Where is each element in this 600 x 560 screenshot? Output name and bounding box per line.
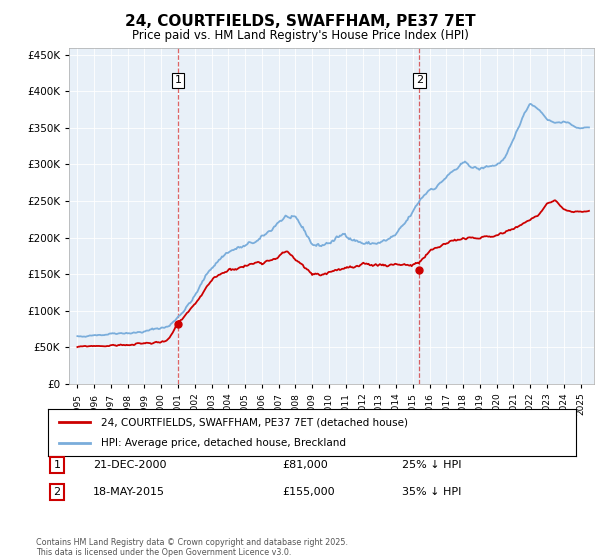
Text: 1: 1 [53, 460, 61, 470]
Text: 24, COURTFIELDS, SWAFFHAM, PE37 7ET (detached house): 24, COURTFIELDS, SWAFFHAM, PE37 7ET (det… [101, 417, 408, 427]
Text: 2: 2 [416, 76, 423, 86]
Text: 1: 1 [175, 76, 182, 86]
Text: £81,000: £81,000 [282, 460, 328, 470]
Text: 2: 2 [53, 487, 61, 497]
Text: Price paid vs. HM Land Registry's House Price Index (HPI): Price paid vs. HM Land Registry's House … [131, 29, 469, 42]
Text: 35% ↓ HPI: 35% ↓ HPI [402, 487, 461, 497]
Text: £155,000: £155,000 [282, 487, 335, 497]
Text: 18-MAY-2015: 18-MAY-2015 [93, 487, 165, 497]
Text: 21-DEC-2000: 21-DEC-2000 [93, 460, 167, 470]
Text: 24, COURTFIELDS, SWAFFHAM, PE37 7ET: 24, COURTFIELDS, SWAFFHAM, PE37 7ET [125, 14, 475, 29]
Text: Contains HM Land Registry data © Crown copyright and database right 2025.
This d: Contains HM Land Registry data © Crown c… [36, 538, 348, 557]
Text: HPI: Average price, detached house, Breckland: HPI: Average price, detached house, Brec… [101, 438, 346, 448]
Text: 25% ↓ HPI: 25% ↓ HPI [402, 460, 461, 470]
